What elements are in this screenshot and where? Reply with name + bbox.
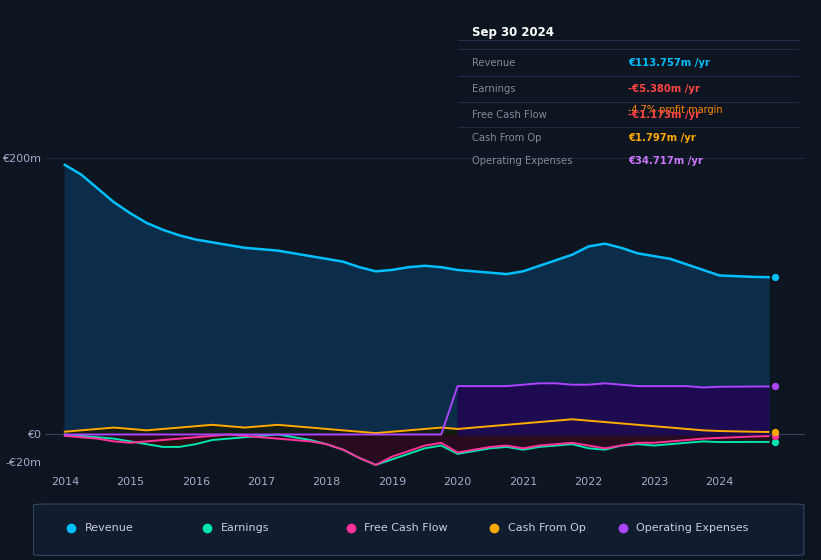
Text: Cash From Op: Cash From Op xyxy=(472,133,541,143)
Text: -4.7% profit margin: -4.7% profit margin xyxy=(629,105,723,115)
Text: Free Cash Flow: Free Cash Flow xyxy=(365,523,448,533)
Text: Cash From Op: Cash From Op xyxy=(508,523,585,533)
Text: Operating Expenses: Operating Expenses xyxy=(472,156,572,166)
Text: Sep 30 2024: Sep 30 2024 xyxy=(472,26,553,39)
Text: -€1.173m /yr: -€1.173m /yr xyxy=(629,110,700,120)
Point xyxy=(768,437,782,446)
Text: Revenue: Revenue xyxy=(472,58,515,68)
Text: -€5.380m /yr: -€5.380m /yr xyxy=(629,84,700,94)
Text: €1.797m /yr: €1.797m /yr xyxy=(629,133,696,143)
Point xyxy=(768,432,782,441)
Text: Operating Expenses: Operating Expenses xyxy=(636,523,749,533)
Text: Revenue: Revenue xyxy=(85,523,134,533)
Point xyxy=(768,427,782,436)
Text: Earnings: Earnings xyxy=(472,84,516,94)
Point xyxy=(768,273,782,282)
Text: Free Cash Flow: Free Cash Flow xyxy=(472,110,547,120)
Text: €34.717m /yr: €34.717m /yr xyxy=(629,156,704,166)
Text: Earnings: Earnings xyxy=(221,523,269,533)
FancyBboxPatch shape xyxy=(34,504,804,556)
Point xyxy=(768,382,782,391)
Text: €113.757m /yr: €113.757m /yr xyxy=(629,58,710,68)
